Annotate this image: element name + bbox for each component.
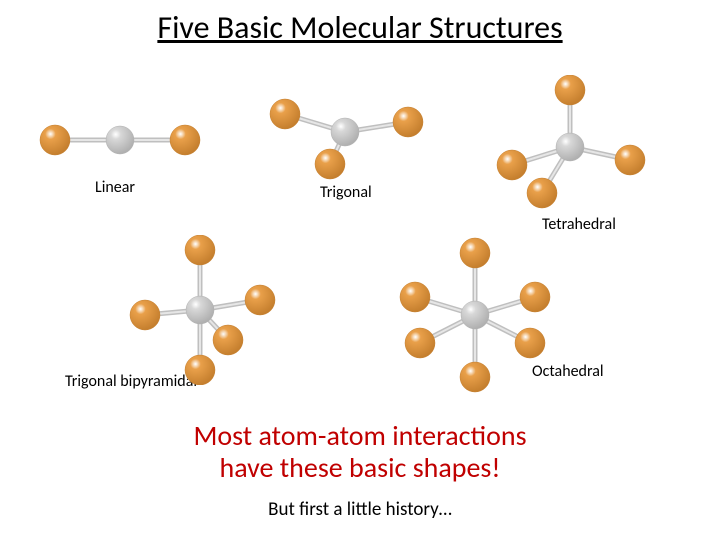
- mol-octahedral: [380, 235, 570, 395]
- subtitle: Most atom-atom interactions have these b…: [0, 420, 720, 484]
- label-trigonal: Trigonal: [320, 183, 372, 202]
- mol-linear: [30, 110, 210, 170]
- mol-trig-bipy: [110, 235, 290, 385]
- mol-trigonal: [250, 92, 440, 182]
- footnote: But first a little history…: [0, 498, 720, 521]
- subtitle-line2: have these basic shapes!: [220, 450, 501, 485]
- page-title: Five Basic Molecular Structures: [0, 0, 720, 47]
- mol-tetrahedral: [480, 75, 660, 215]
- subtitle-line1: Most atom-atom interactions: [193, 418, 526, 453]
- label-tetrahedral: Tetrahedral: [542, 215, 616, 234]
- label-linear: Linear: [95, 178, 135, 197]
